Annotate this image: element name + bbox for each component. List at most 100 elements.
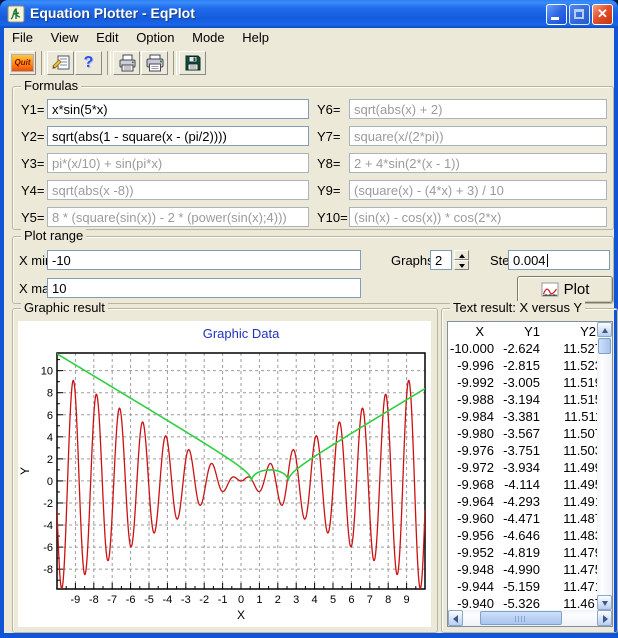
graphic-plot: Graphic DataXY-9-8-7-6-5-4-3-2-101234567… bbox=[18, 321, 431, 627]
formulas-column-right: Y6=Y7=Y8=Y9=Y10= bbox=[315, 87, 613, 227]
table-row: -9.988-3.19411.515 bbox=[450, 391, 598, 408]
y-tick-label: -2 bbox=[43, 498, 53, 510]
scroll-up-button[interactable] bbox=[597, 322, 612, 337]
table-cell: -9.952 bbox=[450, 544, 494, 561]
quit-button[interactable]: Quit bbox=[9, 51, 36, 75]
formula-row-y3: Y3= bbox=[13, 153, 315, 173]
formula-input-y4[interactable] bbox=[47, 180, 309, 200]
x-tick-label: 3 bbox=[293, 594, 299, 606]
x-tick-label: 4 bbox=[312, 594, 318, 606]
table-cell: 11.523 bbox=[540, 357, 598, 374]
toolbar-separator bbox=[107, 51, 111, 75]
maximize-button[interactable] bbox=[569, 4, 590, 25]
help-button[interactable]: ? bbox=[75, 51, 102, 75]
text-result-group-label: Text result: X versus Y bbox=[450, 301, 585, 315]
table-cell: -4.114 bbox=[494, 476, 540, 493]
plot-button-label: Plot bbox=[564, 281, 590, 298]
formula-label-y9: Y9= bbox=[315, 183, 349, 198]
x-tick-label: -4 bbox=[163, 594, 173, 606]
vertical-scrollbar[interactable] bbox=[597, 322, 612, 610]
table-cell: 11.507 bbox=[540, 425, 598, 442]
formula-input-y5[interactable] bbox=[47, 207, 309, 227]
scroll-left-button[interactable] bbox=[448, 610, 463, 626]
close-icon: ✕ bbox=[593, 6, 612, 22]
close-button[interactable]: ✕ bbox=[592, 4, 613, 25]
table-row: -9.944-5.15911.471 bbox=[450, 578, 598, 595]
table-row: -9.996-2.81511.523 bbox=[450, 357, 598, 374]
table-cell: -3.194 bbox=[494, 391, 540, 408]
formula-input-y10[interactable] bbox=[349, 207, 607, 227]
formulas-column-left: Y1=Y2=Y3=Y4=Y5= bbox=[13, 87, 315, 227]
table-cell: -5.326 bbox=[494, 595, 540, 610]
scroll-right-button[interactable] bbox=[597, 610, 612, 626]
table-cell: 11.475 bbox=[540, 561, 598, 578]
formula-input-y9[interactable] bbox=[349, 180, 607, 200]
menu-edit[interactable]: Edit bbox=[96, 28, 124, 47]
table-cell: 11.503 bbox=[540, 442, 598, 459]
chart-title: Graphic Data bbox=[203, 326, 280, 341]
table-cell: 11.495 bbox=[540, 476, 598, 493]
formula-label-y6: Y6= bbox=[315, 102, 349, 117]
table-cell: -3.005 bbox=[494, 374, 540, 391]
table-cell: -3.381 bbox=[494, 408, 540, 425]
xmin-input[interactable] bbox=[47, 250, 361, 270]
plot-range-groupbox: Plot range X min X max Graphs Step 0.004 bbox=[12, 236, 614, 304]
formula-input-y2[interactable] bbox=[47, 126, 309, 146]
x-tick-label: 9 bbox=[404, 594, 410, 606]
table-cell: 11.515 bbox=[540, 391, 598, 408]
spinner-down-button[interactable] bbox=[454, 260, 469, 270]
xmax-input[interactable] bbox=[47, 278, 361, 298]
titlebar[interactable]: Equation Plotter - EqPlot ✕ bbox=[0, 0, 618, 28]
table-row: -9.956-4.64611.483 bbox=[450, 527, 598, 544]
step-value: 0.004 bbox=[513, 253, 546, 268]
table-header-row: XY1Y2 bbox=[450, 323, 598, 340]
x-tick-label: -5 bbox=[144, 594, 154, 606]
copy-button[interactable] bbox=[47, 51, 74, 75]
formula-input-y6[interactable] bbox=[349, 99, 607, 119]
result-listbox[interactable]: XY1Y2-10.000-2.62411.527-9.996-2.81511.5… bbox=[447, 321, 613, 627]
arrow-up-icon bbox=[602, 328, 608, 333]
print-button[interactable] bbox=[141, 51, 168, 75]
toolbar-separator bbox=[41, 51, 45, 75]
formula-row-y9: Y9= bbox=[315, 180, 613, 200]
formula-label-y1: Y1= bbox=[13, 102, 47, 117]
table-cell: -9.960 bbox=[450, 510, 494, 527]
y-tick-label: -4 bbox=[43, 520, 53, 532]
save-button[interactable] bbox=[179, 51, 206, 75]
x-tick-label: -2 bbox=[199, 594, 209, 606]
window-title: Equation Plotter - EqPlot bbox=[30, 5, 195, 21]
formula-input-y8[interactable] bbox=[349, 153, 607, 173]
menu-help[interactable]: Help bbox=[242, 28, 275, 47]
x-tick-label: 5 bbox=[330, 594, 336, 606]
plot-button[interactable]: Plot bbox=[517, 276, 613, 303]
table-cell: 11.511 bbox=[540, 408, 598, 425]
table-cell: -4.293 bbox=[494, 493, 540, 510]
step-input[interactable]: 0.004 bbox=[508, 250, 610, 270]
table-cell: -9.984 bbox=[450, 408, 494, 425]
formula-input-y7[interactable] bbox=[349, 126, 607, 146]
formula-row-y1: Y1= bbox=[13, 99, 315, 119]
table-cell: 11.487 bbox=[540, 510, 598, 527]
menu-view[interactable]: View bbox=[51, 28, 85, 47]
table-row: -9.952-4.81911.479 bbox=[450, 544, 598, 561]
formula-label-y7: Y7= bbox=[315, 129, 349, 144]
x-tick-label: -1 bbox=[218, 594, 228, 606]
menu-file[interactable]: File bbox=[12, 28, 39, 47]
column-header: X bbox=[450, 323, 494, 340]
horizontal-scrollbar[interactable] bbox=[448, 610, 612, 626]
print-preview-button[interactable] bbox=[113, 51, 140, 75]
vertical-scroll-thumb[interactable] bbox=[598, 338, 611, 354]
minimize-icon bbox=[551, 17, 559, 20]
menu-mode[interactable]: Mode bbox=[192, 28, 231, 47]
formula-input-y3[interactable] bbox=[47, 153, 309, 173]
spinner-up-button[interactable] bbox=[454, 250, 469, 260]
scroll-down-button[interactable] bbox=[597, 595, 612, 610]
formula-row-y4: Y4= bbox=[13, 180, 315, 200]
minimize-button[interactable] bbox=[546, 4, 567, 25]
formula-input-y1[interactable] bbox=[47, 99, 309, 119]
menu-option[interactable]: Option bbox=[136, 28, 180, 47]
copy-icon bbox=[51, 54, 71, 72]
table-row: -9.948-4.99011.475 bbox=[450, 561, 598, 578]
graphs-input[interactable] bbox=[430, 250, 452, 270]
horizontal-scroll-thumb[interactable] bbox=[480, 611, 562, 625]
